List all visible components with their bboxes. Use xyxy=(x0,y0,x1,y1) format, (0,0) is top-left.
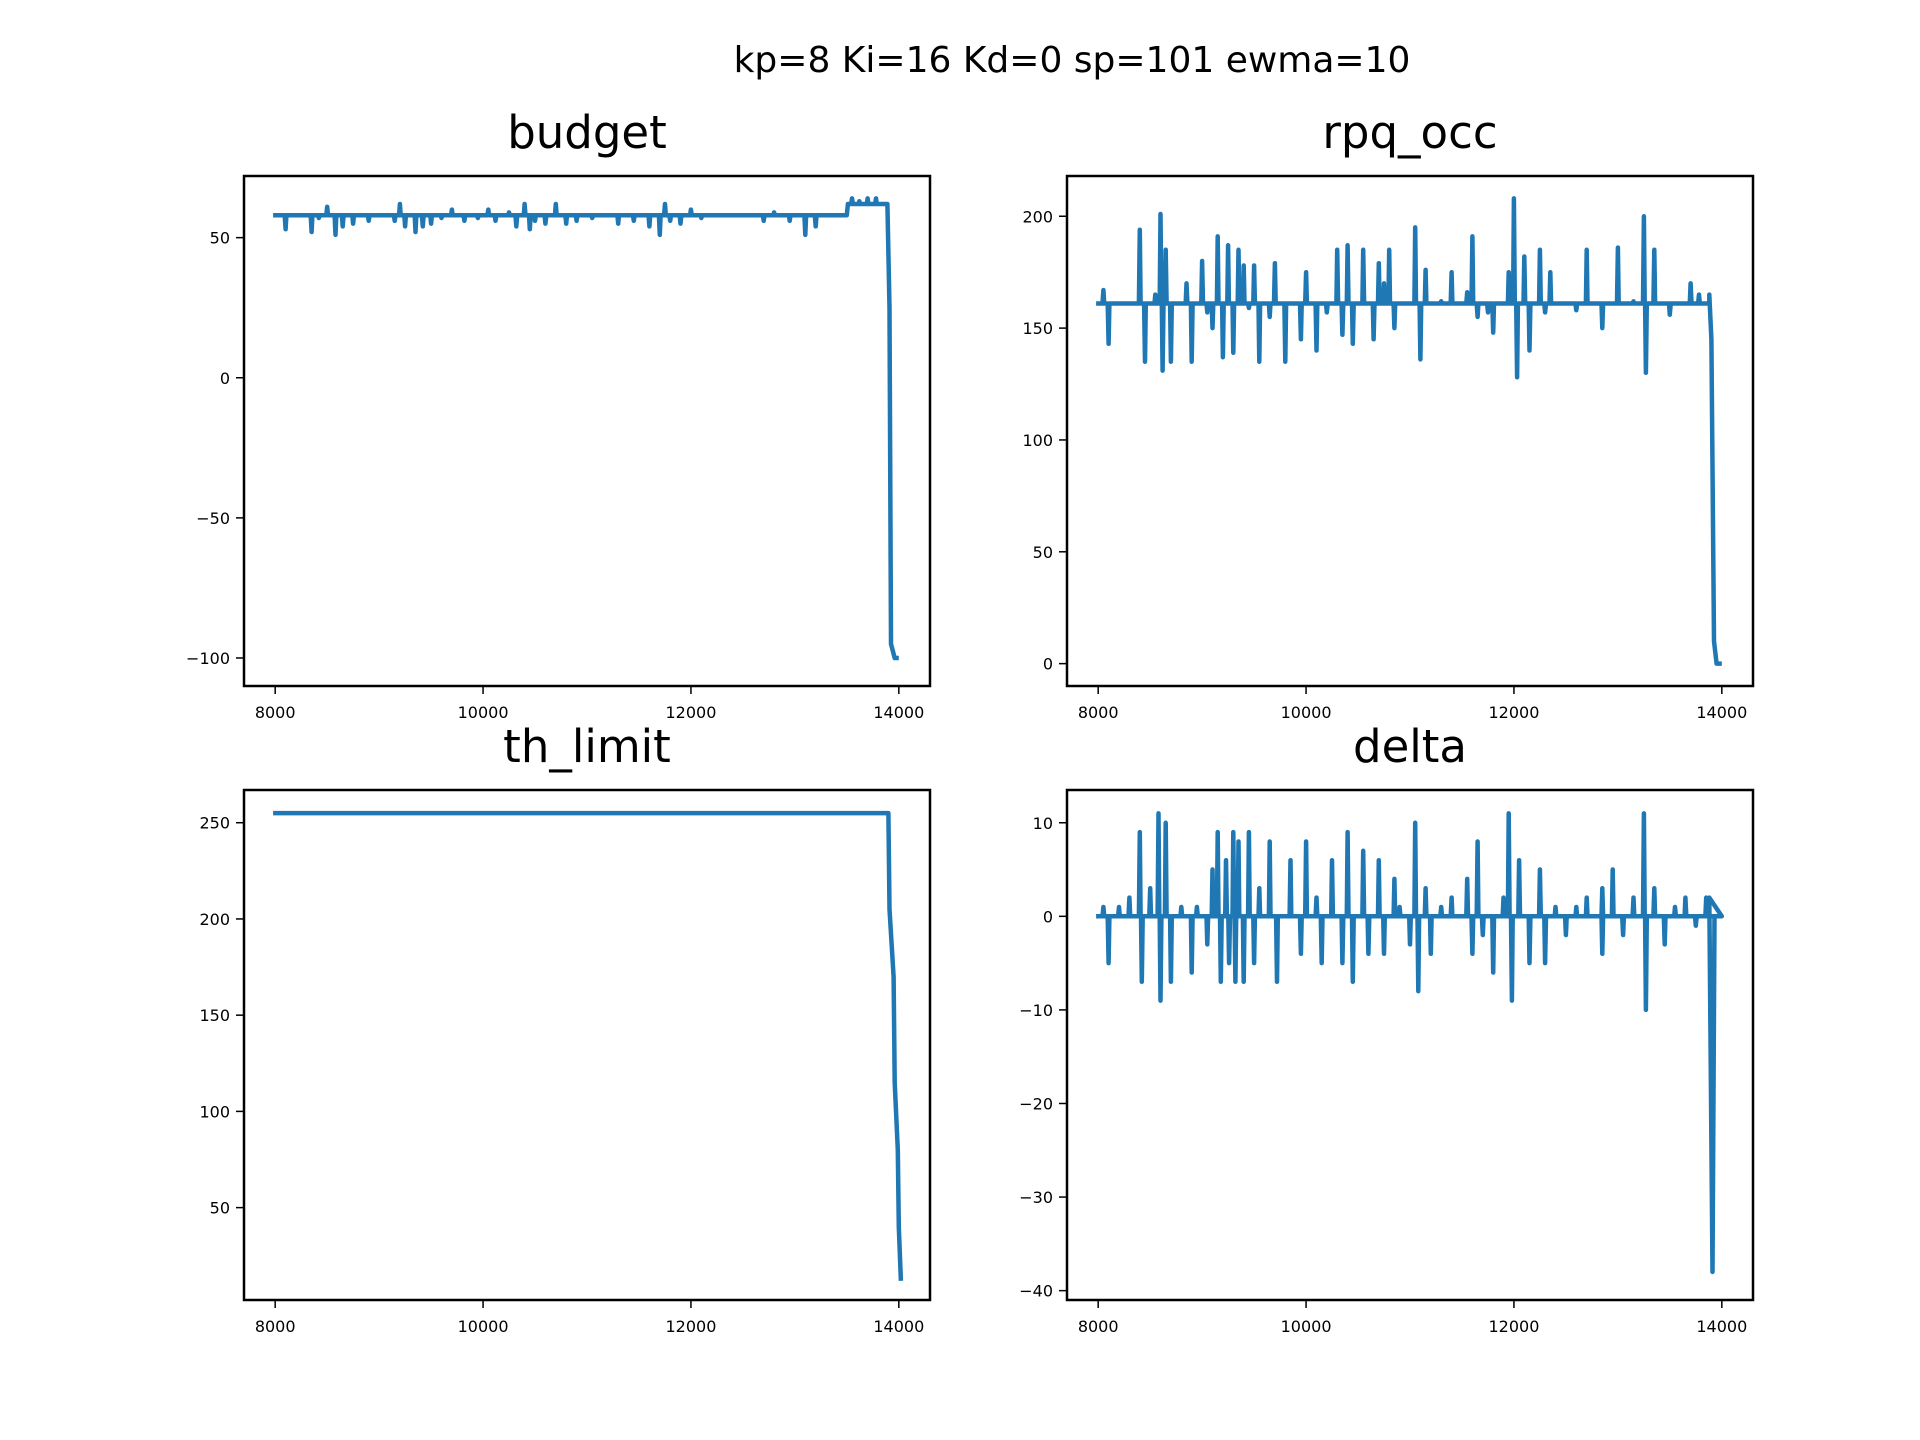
th_limit-ytick-label: 200 xyxy=(199,910,230,929)
delta-xtick-label: 12000 xyxy=(1488,1317,1539,1336)
rpq_occ-ytick-label: 50 xyxy=(1033,543,1053,562)
th_limit-ytick-label: 50 xyxy=(210,1199,230,1218)
rpq_occ-xtick-label: 8000 xyxy=(1078,703,1119,722)
delta-xtick-label: 8000 xyxy=(1078,1317,1119,1336)
delta-ytick-label: −40 xyxy=(1019,1282,1053,1301)
rpq_occ-ytick-label: 100 xyxy=(1022,431,1053,450)
budget-series-line xyxy=(273,196,899,661)
rpq_occ-axes-frame xyxy=(1065,174,1755,688)
rpq_occ-title: rpq_occ xyxy=(1322,106,1497,159)
delta-xtick-label: 14000 xyxy=(1696,1317,1747,1336)
figure-suptitle: kp=8 Ki=16 Kd=0 sp=101 ewma=10 xyxy=(734,40,1411,81)
th_limit-series-line xyxy=(273,810,904,1281)
budget-xtick-label: 14000 xyxy=(873,703,924,722)
subplot-delta: delta 8000 10000 12000 14000 10 0 −10 −20 −30 −40 xyxy=(1019,720,1755,1336)
th_limit-xtick-label: 10000 xyxy=(458,1317,509,1336)
th_limit-axes-frame xyxy=(242,788,932,1302)
rpq_occ-xtick-label: 12000 xyxy=(1488,703,1539,722)
delta-ytick-label: 10 xyxy=(1033,814,1053,833)
rpq_occ-ytick-label: 200 xyxy=(1022,207,1053,226)
th_limit-ytick-label: 250 xyxy=(199,814,230,833)
budget-title: budget xyxy=(507,106,667,159)
rpq_occ-ytick-label: 0 xyxy=(1043,655,1053,674)
budget-axes-frame xyxy=(242,174,932,688)
budget-ytick-label: −100 xyxy=(186,649,230,668)
th_limit-ytick-label: 100 xyxy=(199,1102,230,1121)
delta-xtick-label: 10000 xyxy=(1281,1317,1332,1336)
delta-series-line xyxy=(1096,811,1725,1275)
delta-title: delta xyxy=(1353,720,1467,773)
budget-ytick-label: −50 xyxy=(196,509,230,528)
delta-ytick-label: −30 xyxy=(1019,1188,1053,1207)
subplot-rpq_occ: rpq_occ 8000 10000 12000 14000 200 150 100 50 0 xyxy=(1022,106,1755,722)
subplot-budget: budget 8000 10000 12000 14000 50 0 −50 −100 xyxy=(186,106,932,722)
rpq_occ-ytick-label: 150 xyxy=(1022,319,1053,338)
budget-ytick-label: 0 xyxy=(220,369,230,388)
th_limit-ytick-label: 150 xyxy=(199,1006,230,1025)
th_limit-xtick-label: 12000 xyxy=(665,1317,716,1336)
budget-ytick-label: 50 xyxy=(210,229,230,248)
delta-ytick-label: −20 xyxy=(1019,1094,1053,1113)
delta-axes-frame xyxy=(1065,788,1755,1302)
th_limit-xtick-label: 8000 xyxy=(255,1317,296,1336)
delta-ytick-label: −10 xyxy=(1019,1001,1053,1020)
rpq_occ-xtick-label: 14000 xyxy=(1696,703,1747,722)
th_limit-title: th_limit xyxy=(503,720,671,773)
budget-xtick-label: 12000 xyxy=(665,703,716,722)
rpq_occ-xtick-label: 10000 xyxy=(1281,703,1332,722)
rpq_occ-series-line xyxy=(1096,196,1722,666)
subplot-th_limit: th_limit 8000 10000 12000 14000 250 200 150 100 5… xyxy=(199,720,932,1336)
th_limit-xtick-label: 14000 xyxy=(873,1317,924,1336)
delta-ytick-label: 0 xyxy=(1043,907,1053,926)
budget-xtick-label: 10000 xyxy=(458,703,509,722)
budget-xtick-label: 8000 xyxy=(255,703,296,722)
